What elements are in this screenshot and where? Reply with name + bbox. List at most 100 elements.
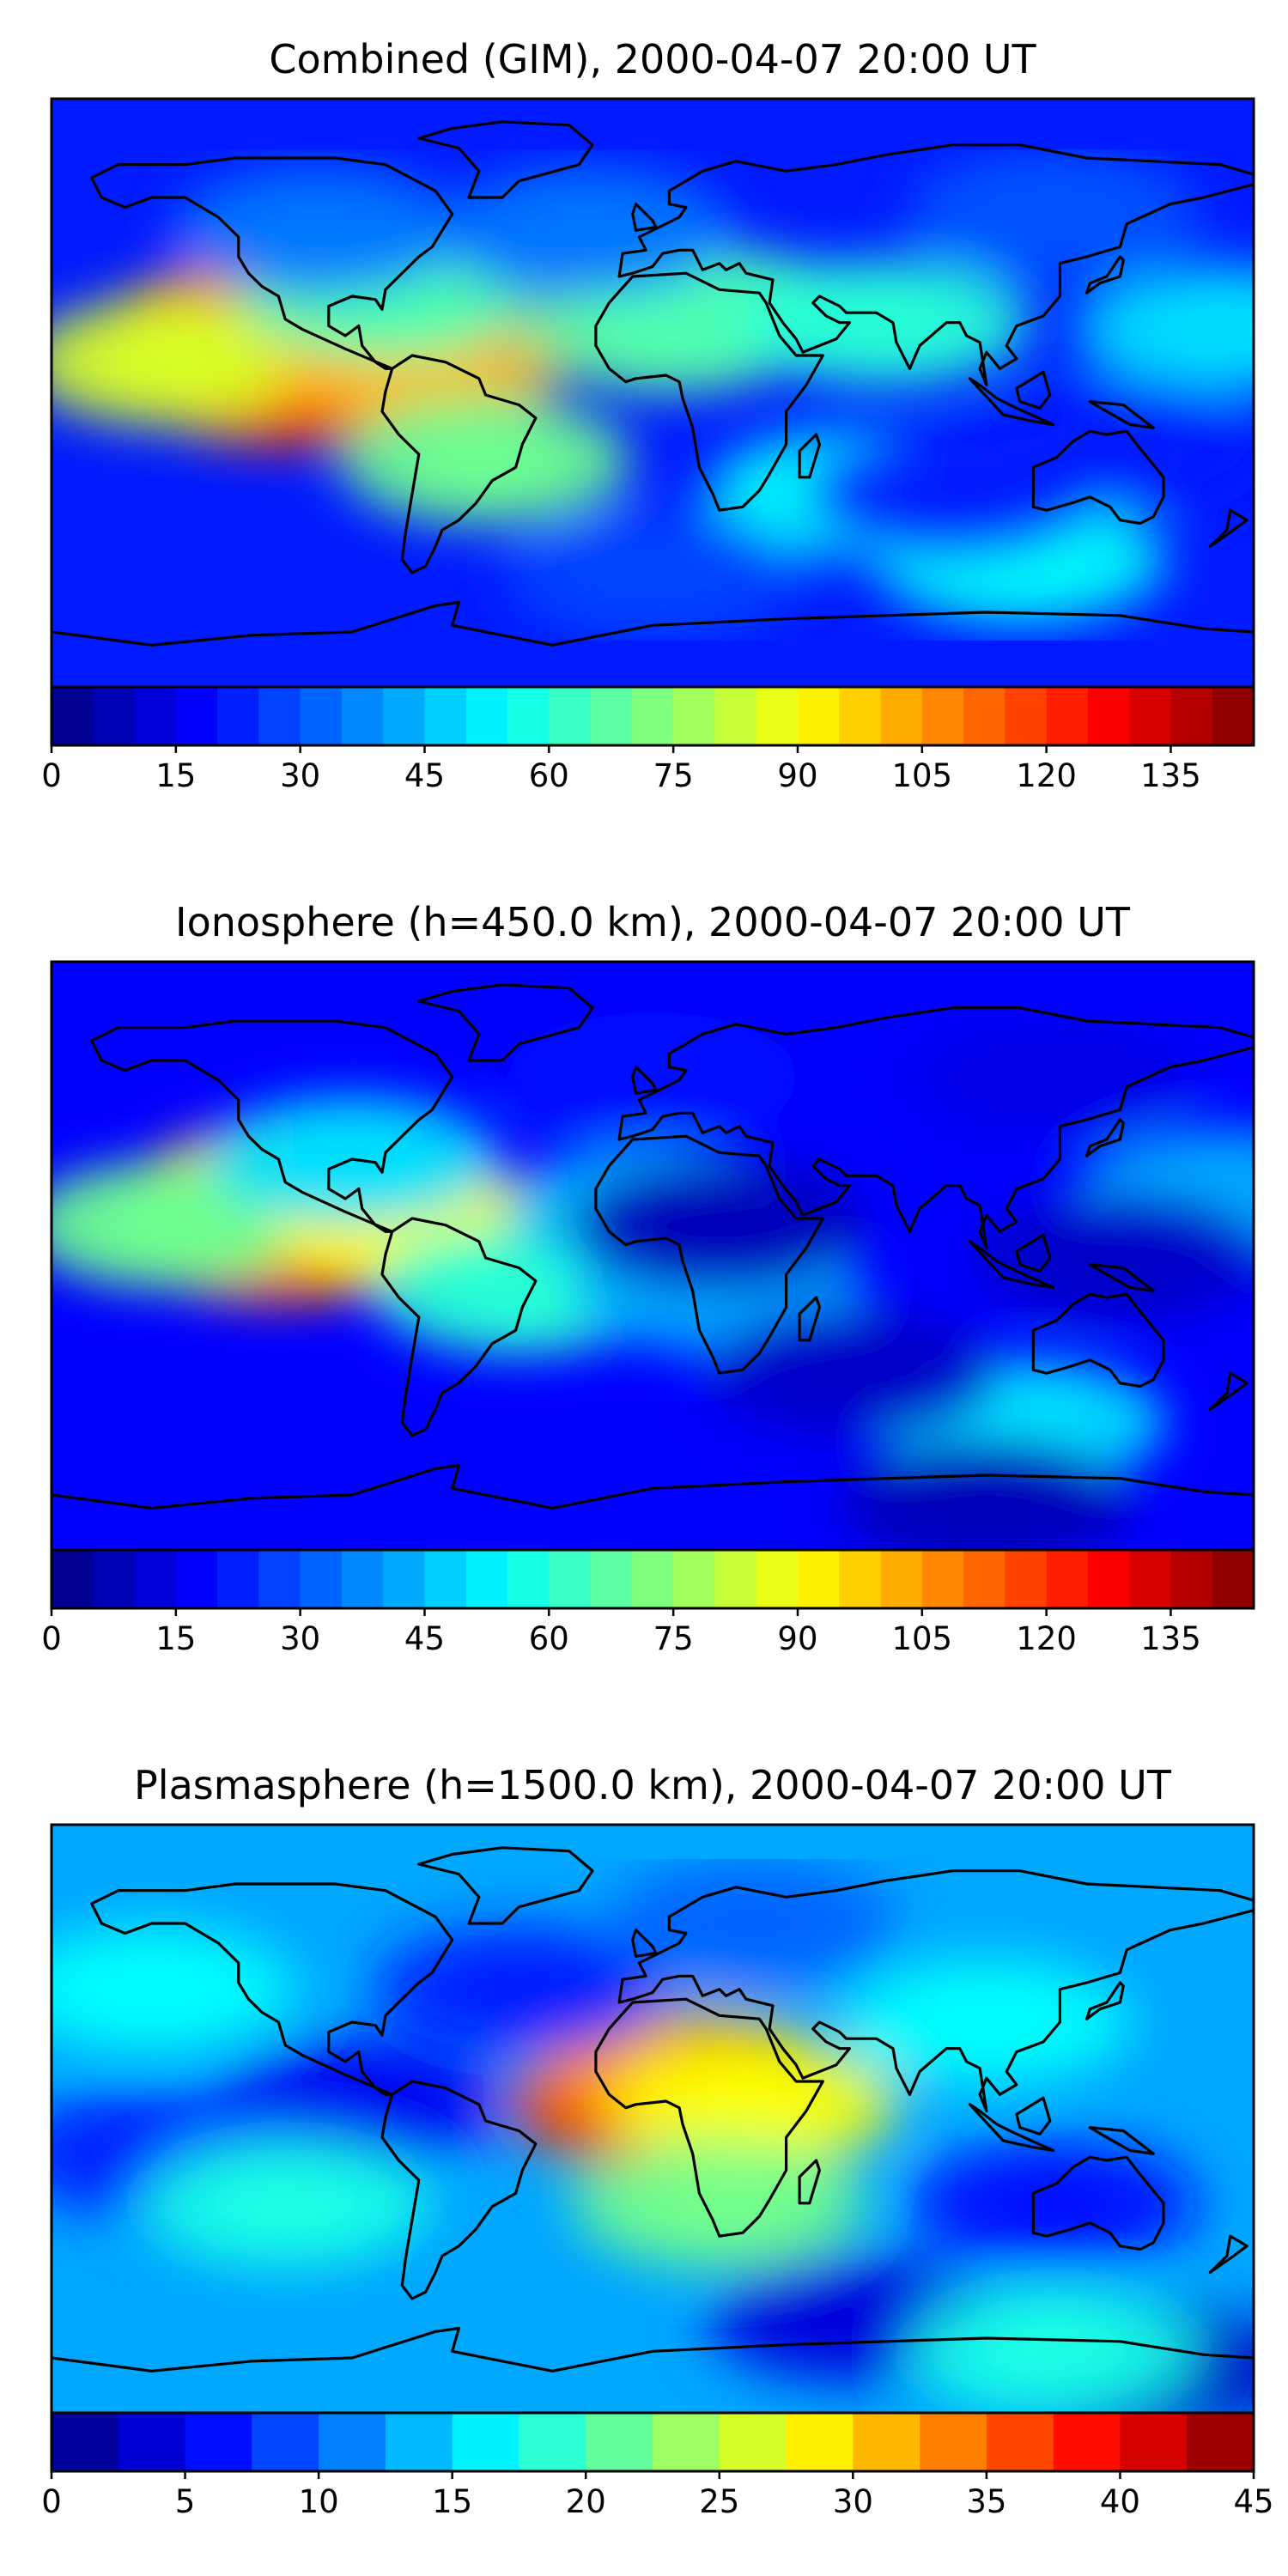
panel-combined: Combined (GIM), 2000-04-07 20:00 UT 0 15 3… [41, 36, 1255, 794]
colorbar-swatch [383, 1550, 426, 1608]
colorbar-swatch [175, 687, 218, 745]
coastline [1031, 2155, 1165, 2251]
colorbar-swatch [921, 687, 964, 745]
coastline [1015, 1233, 1052, 1273]
colorbar-tick-label: 105 [891, 1620, 952, 1657]
panel-title: Plasmasphere (h=1500.0 km), 2000-04-07 2… [134, 1762, 1172, 1808]
coastline [380, 1217, 538, 1437]
colorbar-tick-label: 30 [833, 2483, 873, 2520]
heat-blob-core [872, 458, 1035, 530]
colorbar-swatch [1170, 687, 1213, 745]
colorbar-swatch [549, 687, 592, 745]
colorbar-swatch [714, 1550, 757, 1608]
colorbar-swatch [714, 687, 757, 745]
colorbar-swatch [341, 1550, 384, 1608]
colorbar-swatch [319, 2413, 386, 2471]
colorbar-swatch [631, 687, 674, 745]
heat-blob-core [437, 1953, 601, 2026]
colorbar-swatch [1005, 1550, 1048, 1608]
colorbar-swatch [217, 687, 259, 745]
colorbar-swatch [175, 1550, 218, 1608]
coastline [417, 983, 594, 1062]
colorbar-swatch [549, 1550, 592, 1608]
heat-blob-core [805, 286, 969, 359]
colorbar-swatch [1129, 687, 1172, 745]
colorbar-swatch [590, 687, 633, 745]
coastline [90, 156, 454, 370]
colorbar-swatch [217, 1550, 259, 1608]
colorbar-swatch [465, 687, 508, 745]
coastline [1088, 400, 1155, 429]
coastline [968, 2103, 1055, 2153]
heat-blob-core [771, 1337, 935, 1410]
colorbar-swatch [465, 1550, 508, 1608]
colorbar-swatch [1087, 687, 1130, 745]
coastline [417, 1846, 594, 1925]
heat-blob-core [1038, 1222, 1202, 1294]
coastline [1015, 2096, 1052, 2136]
colorbar-tick-label: 135 [1140, 1620, 1201, 1657]
heat-blob-core [971, 2315, 1135, 2388]
heat-blob-core [637, 2166, 801, 2239]
colorbar-swatch [719, 2413, 787, 2471]
coastline [1208, 2234, 1249, 2274]
colorbar-tick-label: 75 [653, 1620, 694, 1657]
heat-field [52, 1012, 1254, 1554]
colorbar-tick-label: 120 [1016, 757, 1077, 794]
colorbar-frame [50, 1548, 1255, 1610]
colorbar-swatch [673, 687, 716, 745]
heat-blob-core [437, 1255, 601, 1327]
colorbar-tick-label: 45 [404, 1620, 445, 1657]
colorbar-swatch [673, 1550, 716, 1608]
colorbar-swatch [786, 2413, 854, 2471]
colorbar-tick-label: 35 [966, 2483, 1006, 2520]
coastline [1031, 1292, 1165, 1388]
colorbar-swatch [93, 687, 136, 745]
coastline [594, 271, 824, 512]
colorbar-swatch [586, 2413, 653, 2471]
heat-blob-core [504, 194, 668, 267]
colorbar-swatch [507, 1550, 550, 1608]
colorbar-swatch [1212, 1550, 1255, 1608]
coastline [631, 1066, 658, 1095]
coastline [617, 1006, 1254, 1250]
heat-blob-core [1139, 293, 1254, 366]
coastline [380, 2080, 538, 2300]
coastline [1031, 429, 1165, 526]
colorbar-tick-label: 15 [155, 757, 196, 794]
colorbar-swatch [134, 1550, 177, 1608]
coastline [617, 143, 1254, 387]
coastline [52, 600, 1254, 647]
colorbar-tick-label: 105 [891, 757, 952, 794]
colorbar-swatch [1053, 2413, 1121, 2471]
coastline [798, 433, 821, 479]
colorbar-swatch [839, 1550, 882, 1608]
heat-blob-core [671, 2068, 835, 2141]
colorbar-swatch [300, 687, 343, 745]
colorbar-swatch [1046, 687, 1089, 745]
colorbar-swatch [185, 2413, 252, 2471]
colorbar-tick-label: 135 [1140, 757, 1201, 794]
coastlines [52, 983, 1254, 1510]
colorbar-swatch [1120, 2413, 1188, 2471]
colorbar-tick-label: 90 [777, 757, 817, 794]
colorbar-swatch [963, 687, 1005, 745]
colorbar-swatch [756, 1550, 799, 1608]
colorbar-tick-label: 15 [155, 1620, 196, 1657]
colorbar-swatch [385, 2413, 453, 2471]
colorbar-tick-label: 45 [404, 757, 445, 794]
colorbar-tick-label: 0 [41, 2483, 62, 2520]
colorbar-swatch [1129, 1550, 1172, 1608]
panel-plasmasphere: Plasmasphere (h=1500.0 km), 2000-04-07 2… [41, 1762, 1273, 2520]
coastline [617, 1869, 1254, 2113]
colorbar-tick-label: 5 [175, 2483, 196, 2520]
colorbar-swatch [1087, 1550, 1130, 1608]
colorbar-swatch [880, 687, 923, 745]
heat-blob-core [971, 1041, 1135, 1114]
colorbar-swatch [1170, 1550, 1213, 1608]
colorbar-swatch [424, 687, 467, 745]
colorbar-tick-label: 15 [432, 2483, 472, 2520]
heat-blob-core [637, 1188, 801, 1261]
colorbar-tick-label: 20 [566, 2483, 606, 2520]
